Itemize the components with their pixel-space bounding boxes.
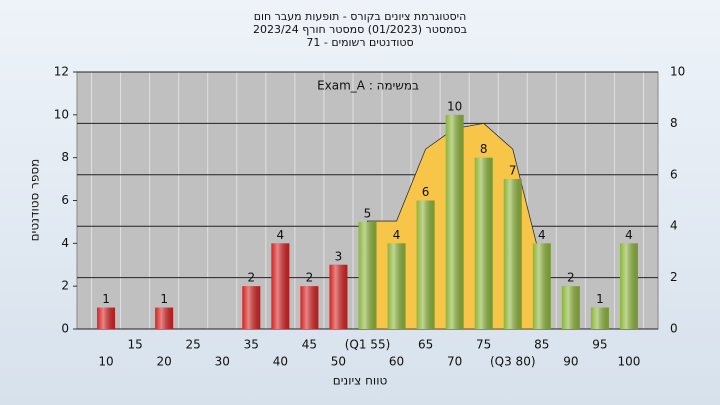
x-tick-label: 60: [389, 355, 404, 369]
title-line: בסמסטר (01/2023) סמסטר חורף 2023/24: [253, 23, 467, 36]
x-tick-label: (Q1 55): [345, 338, 391, 352]
value-label: 7: [509, 164, 517, 178]
bar-shine: [155, 307, 174, 329]
value-label: 10: [447, 99, 462, 113]
bar-shine: [416, 200, 435, 329]
x-tick-label: 85: [534, 338, 549, 352]
value-label: 2: [567, 271, 575, 285]
title-line: סטודנטים רשומים - 71: [306, 36, 413, 49]
y2-tick-label: 2: [670, 270, 678, 284]
bar-shine: [474, 157, 493, 329]
value-label: 1: [160, 292, 168, 306]
x-tick-label: 95: [592, 338, 607, 352]
bar-shine: [271, 243, 290, 329]
y2-tick-label: 8: [670, 116, 678, 130]
x-tick-label: 45: [302, 338, 317, 352]
y-axis-label: מספר סטודנטים: [28, 159, 42, 242]
bar-shine: [358, 221, 377, 329]
y-tick-label: 4: [61, 236, 69, 250]
bar-shine: [561, 286, 580, 329]
value-label: 4: [393, 228, 401, 242]
bar-shine: [445, 114, 464, 329]
value-label: 3: [335, 249, 343, 263]
value-label: 4: [538, 228, 546, 242]
value-label: 6: [422, 185, 430, 199]
value-label: 1: [102, 292, 110, 306]
x-tick-label: 65: [418, 338, 433, 352]
bar-shine: [619, 243, 638, 329]
bar-shine: [242, 286, 261, 329]
x-tick-label: 70: [447, 355, 462, 369]
x-tick-label: 40: [273, 355, 288, 369]
annotation: במשימה : Exam_A: [317, 79, 419, 93]
y2-tick-label: 10: [670, 65, 685, 79]
value-label: 4: [625, 228, 633, 242]
value-label: 8: [480, 142, 488, 156]
bar-shine: [590, 307, 609, 329]
x-tick-label: 50: [331, 355, 346, 369]
bar-shine: [329, 264, 348, 329]
value-label: 2: [306, 271, 314, 285]
x-tick-label: 15: [127, 338, 142, 352]
x-tick-label: 75: [476, 338, 491, 352]
bar-shine: [97, 307, 116, 329]
value-label: 4: [277, 228, 285, 242]
y-tick-label: 2: [61, 279, 69, 293]
y2-tick-label: 6: [670, 167, 678, 181]
x-tick-label: 10: [98, 355, 113, 369]
title-line: היסטוגרמת ציונים בקורס - תופעות מעבר חום: [254, 10, 467, 23]
x-tick-label: 30: [215, 355, 230, 369]
bar-shine: [387, 243, 406, 329]
y-tick-label: 8: [61, 150, 69, 164]
y-tick-label: 10: [54, 107, 69, 121]
value-label: 1: [596, 292, 604, 306]
x-tick-label: (Q3 80): [490, 355, 536, 369]
x-tick-label: 90: [563, 355, 578, 369]
x-tick-label: 100: [617, 355, 640, 369]
y2-tick-label: 0: [670, 322, 678, 336]
x-tick-label: 25: [186, 338, 201, 352]
x-tick-label: 20: [157, 355, 172, 369]
bar-shine: [532, 243, 551, 329]
y-tick-label: 6: [61, 193, 69, 207]
bar-shine: [503, 179, 522, 329]
value-label: 2: [247, 271, 255, 285]
y2-tick-label: 4: [670, 219, 678, 233]
bar-shine: [300, 286, 319, 329]
x-tick-label: 35: [244, 338, 259, 352]
y-tick-label: 0: [61, 322, 69, 336]
x-axis-label: טווח ציונים: [333, 374, 388, 388]
value-label: 5: [364, 206, 372, 220]
y-tick-label: 12: [54, 65, 69, 79]
